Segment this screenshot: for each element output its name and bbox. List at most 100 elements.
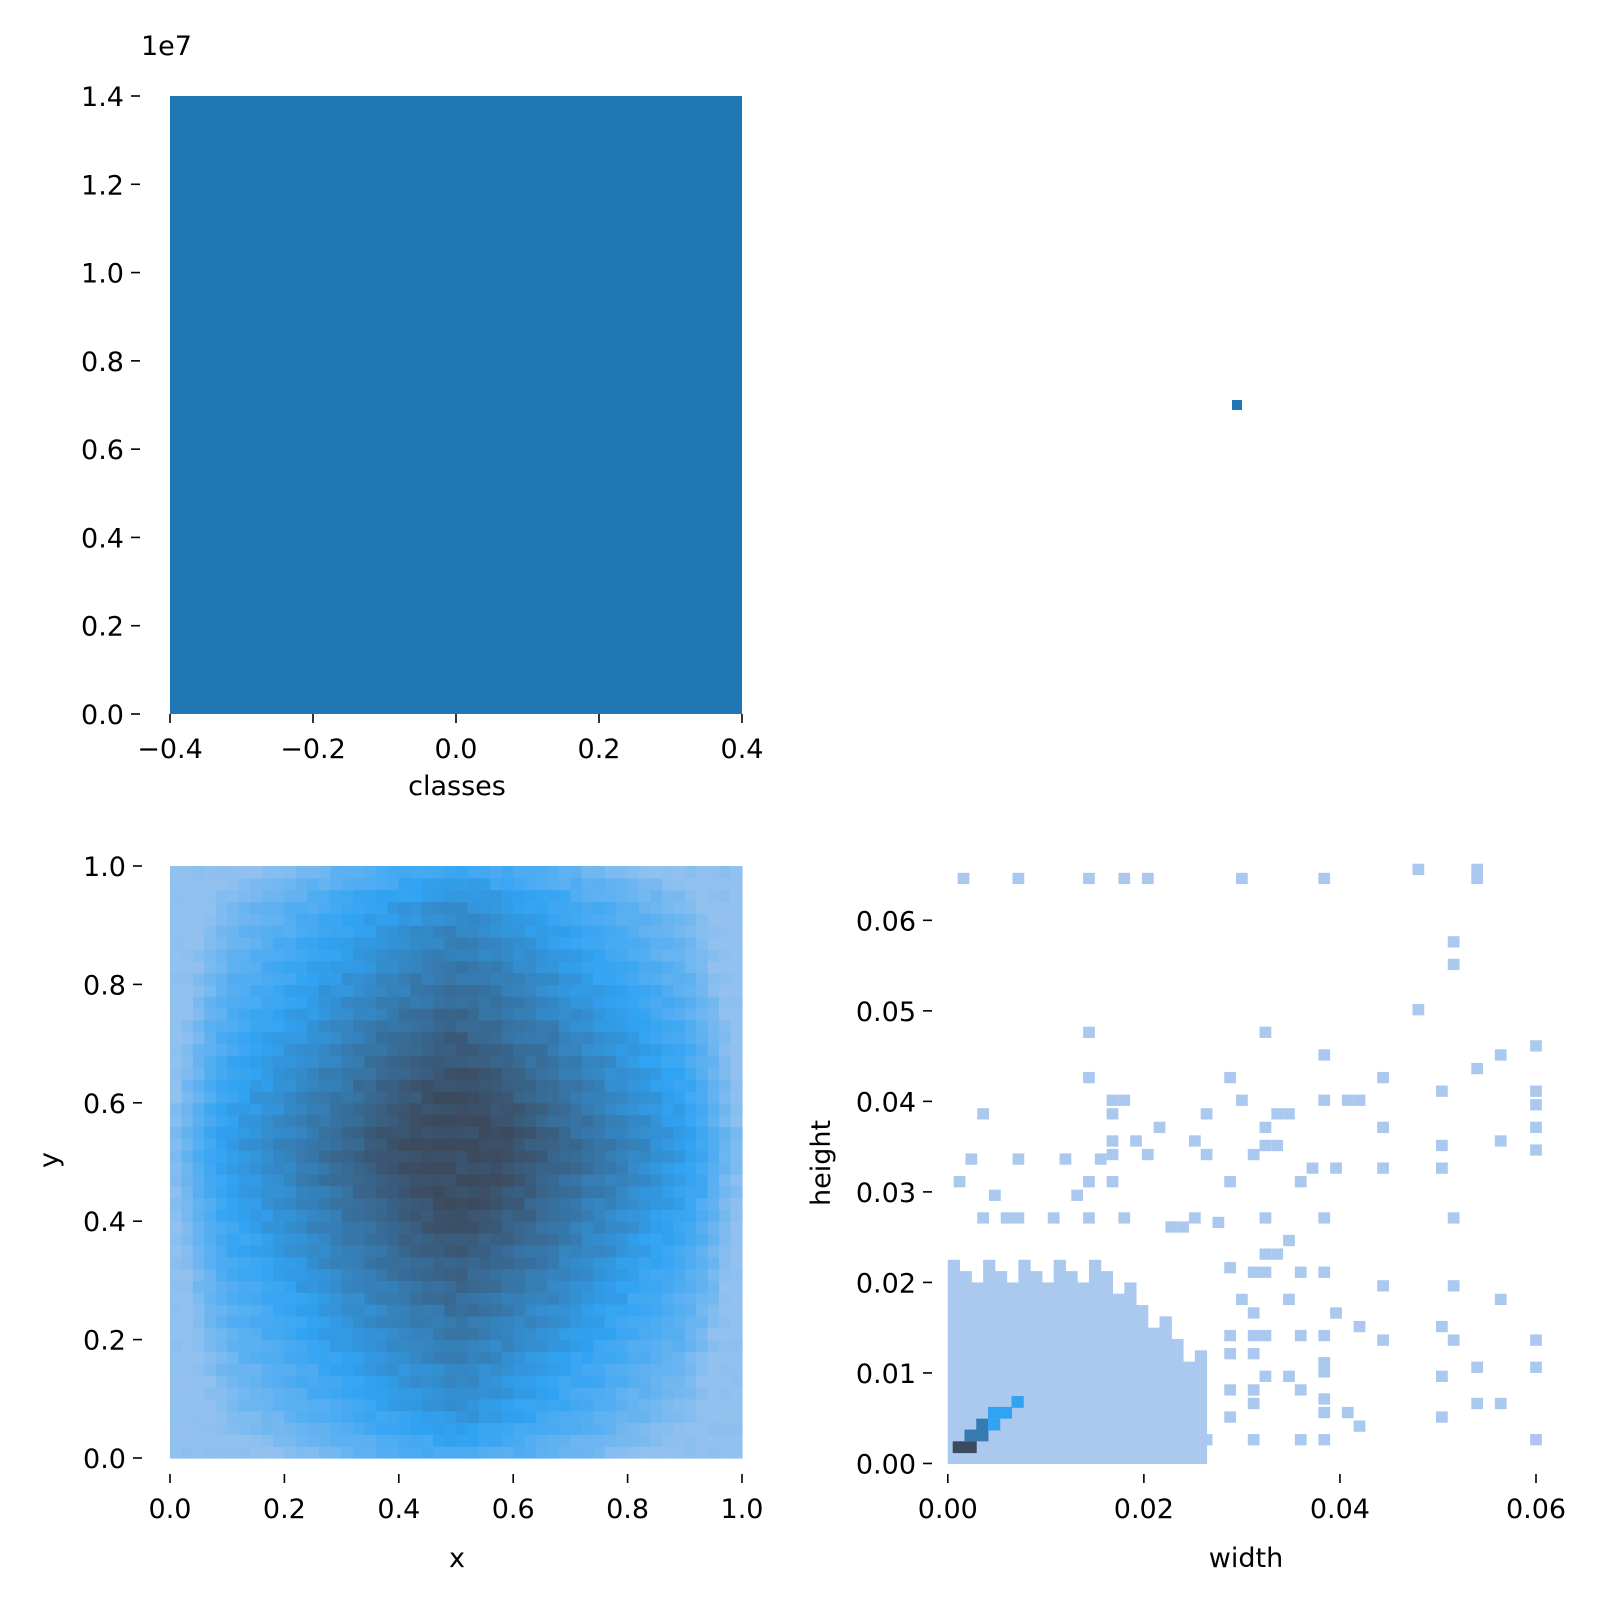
xy-heatmap-cell	[684, 1233, 697, 1246]
xy-heatmap-cell	[604, 1422, 617, 1435]
xy-heatmap-cell	[261, 1244, 274, 1258]
xy-heatmap-cell	[444, 1079, 457, 1092]
xy-heatmap-cell	[444, 972, 457, 985]
xy-heatmap-cell	[513, 937, 526, 950]
xy-heatmap-cell	[170, 1398, 183, 1412]
xy-heatmap-cell	[261, 1256, 274, 1270]
xy-heatmap-cell	[616, 1043, 629, 1057]
xy-heatmap-cell	[627, 1019, 640, 1033]
xy-heatmap-cell	[204, 1351, 217, 1364]
xy-heatmap-cell	[433, 1209, 446, 1222]
wh-heatmap-cell	[994, 1282, 1008, 1295]
xy-heatmap-cell	[250, 996, 263, 1009]
xy-heatmap-cell	[467, 1351, 480, 1364]
xy-heatmap-cell	[330, 1398, 343, 1412]
xy-heatmap-cell	[353, 1079, 366, 1092]
xy-heatmap-cell	[330, 1031, 343, 1045]
wh-heatmap-cell	[994, 1429, 1008, 1442]
xy-heatmap-cell	[604, 901, 617, 914]
wh-heatmap-cell	[994, 1271, 1008, 1283]
xy-heatmap-cell	[353, 1019, 366, 1033]
wh-heatmap-cell	[1100, 1429, 1113, 1442]
xy-heatmap-cell	[227, 984, 240, 997]
wh-heatmap-cell	[1100, 1316, 1113, 1329]
xy-heatmap-cell	[684, 1138, 697, 1151]
xy-heatmap-cell	[570, 1090, 583, 1104]
xy-heatmap-cell	[524, 901, 537, 914]
xy-heatmap-cell	[467, 1315, 480, 1329]
wh-sparse-cell	[1259, 1212, 1272, 1224]
wh-heatmap-cell	[1136, 1305, 1149, 1317]
xy-heatmap-cell	[261, 1233, 274, 1246]
xy-heatmap-cell	[696, 1375, 709, 1388]
xy-heatmap-cell	[272, 1410, 285, 1424]
xy-heatmap-cell	[284, 1185, 297, 1199]
xy-heatmap-cell	[170, 1197, 183, 1210]
wh-heatmap-cell	[1194, 1418, 1208, 1431]
xy-heatmap-cell	[684, 1363, 697, 1376]
xy-heatmap-cell	[215, 913, 228, 926]
xy-heatmap-cell	[719, 1398, 732, 1412]
xy-heatmap-cell	[181, 1126, 194, 1139]
xy-heatmap-cell	[284, 1150, 297, 1163]
xy-heatmap-cell	[501, 1410, 514, 1424]
classes-x-tick-label: 0.2	[578, 734, 621, 765]
wh-heatmap-cell	[1194, 1350, 1208, 1363]
xy-heatmap-cell	[410, 1304, 423, 1317]
wh-sparse-cell	[1259, 1370, 1272, 1382]
wh-heatmap-cell	[1077, 1395, 1090, 1408]
wh-heatmap-cell	[959, 1395, 972, 1408]
xy-heatmap-cell	[387, 1304, 400, 1317]
xy-heatmap-cell	[536, 1327, 549, 1341]
xy-heatmap-cell	[536, 1351, 549, 1364]
xy-heatmap-cell	[398, 1067, 411, 1080]
wh-heatmap-cell	[1053, 1406, 1066, 1419]
xy-heatmap-cell	[650, 1114, 663, 1128]
xy-heatmap-cell	[524, 1221, 537, 1234]
xy-heatmap-cell	[524, 1079, 537, 1092]
xy-heatmap-cell	[181, 1398, 194, 1412]
xy-heatmap-cell	[524, 1067, 537, 1080]
wh-heatmap-cell	[1088, 1440, 1102, 1453]
xy-heatmap-cell	[307, 1102, 320, 1116]
xy-heatmap-cell	[478, 1268, 491, 1281]
xy-heatmap-cell	[307, 1386, 320, 1400]
xy-heatmap-cell	[204, 1067, 217, 1080]
xy-heatmap-cell	[650, 1209, 663, 1222]
xy-heatmap-cell	[192, 1209, 205, 1222]
xy-heatmap-cell	[204, 866, 217, 879]
xy-heatmap-cell	[478, 1221, 491, 1234]
wh-sparse-cell	[1412, 863, 1425, 876]
xy-heatmap-cell	[398, 1043, 411, 1057]
wh-heatmap-cell	[1053, 1429, 1066, 1442]
xy-heatmap-cell	[433, 1162, 446, 1175]
xy-heatmap-cell	[421, 1079, 434, 1092]
xy-heatmap-cell	[181, 925, 194, 938]
xy-heatmap-cell	[696, 1197, 709, 1210]
xy-heatmap-cell	[341, 913, 354, 926]
xy-heatmap-cell	[410, 1173, 423, 1187]
xy-heatmap-cell	[616, 1008, 629, 1021]
xy-heatmap-cell	[456, 1197, 469, 1210]
wh-sparse-cell	[1318, 1366, 1331, 1378]
xy-heatmap-cell	[547, 960, 560, 974]
xy-heatmap-cell	[261, 1114, 274, 1128]
xy-heatmap-cell	[307, 937, 320, 950]
xy-heatmap-cell	[307, 1256, 320, 1270]
xy-heatmap-cell	[341, 1327, 354, 1341]
xy-heatmap-cell	[673, 948, 686, 962]
wh-sparse-cell	[1341, 1406, 1354, 1419]
xy-heatmap-cell	[490, 1114, 503, 1128]
xy-heatmap-cell	[238, 1055, 251, 1068]
xy-heatmap-cell	[387, 1339, 400, 1353]
wh-sparse-cell	[1247, 1397, 1260, 1410]
xy-heatmap-cell	[707, 1067, 720, 1080]
xy-heatmap-cell	[387, 925, 400, 938]
xy-heatmap-cell	[467, 972, 480, 985]
xy-heatmap-cell	[719, 1019, 732, 1033]
xy-heatmap-cell	[295, 1410, 308, 1424]
xy-heatmap-cell	[707, 1363, 720, 1376]
xy-heatmap-cell	[684, 984, 697, 997]
xy-heatmap-cell	[250, 901, 263, 914]
xy-heatmap-cell	[707, 1008, 720, 1021]
